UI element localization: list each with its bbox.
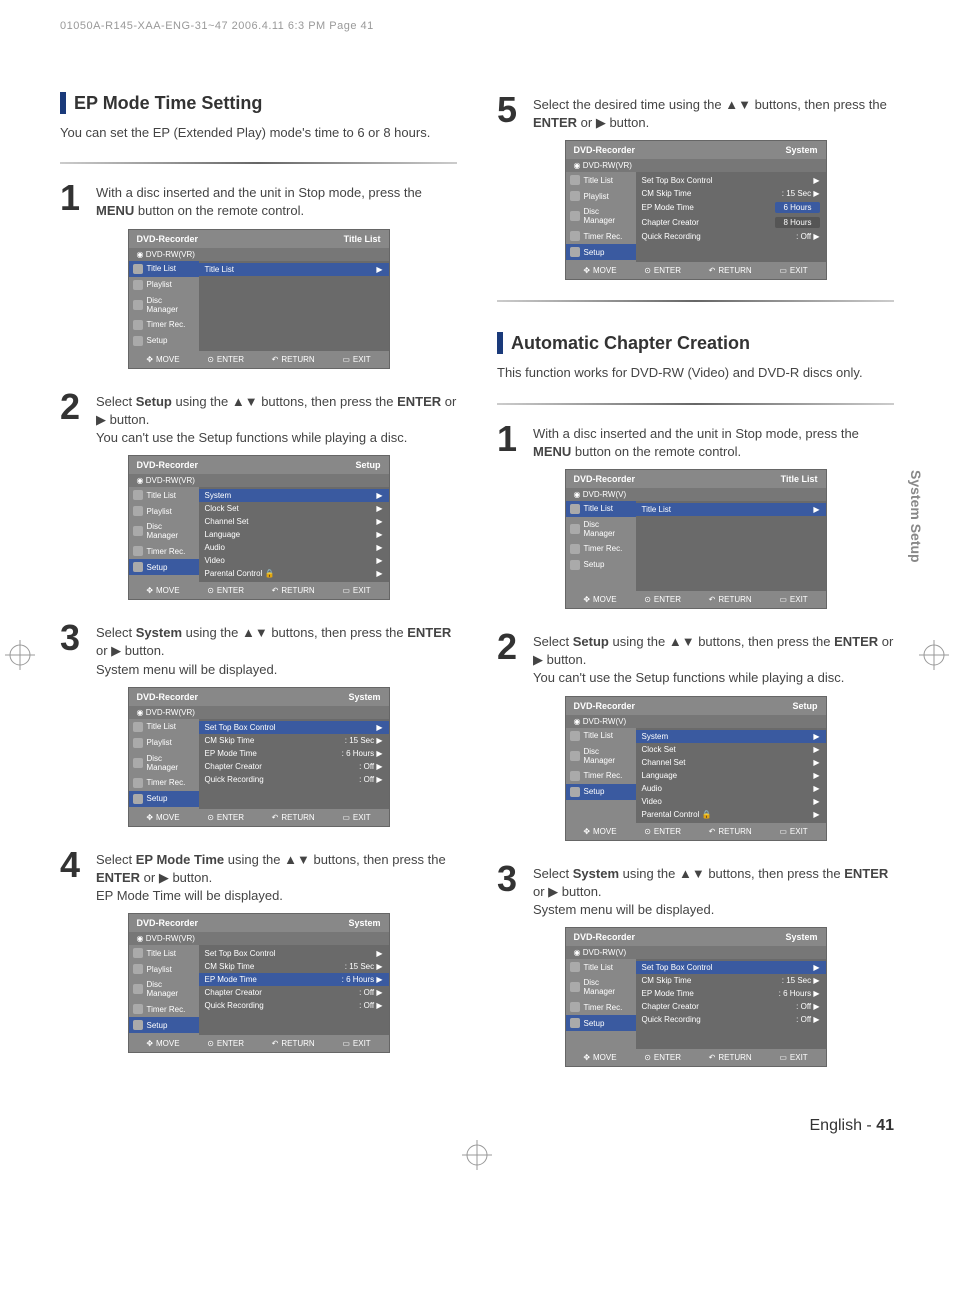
crop-mark-icon [919,640,949,670]
step-number: 3 [497,861,523,897]
step-text: With a disc inserted and the unit in Sto… [96,180,457,220]
step-text: Select the desired time using the ▲▼ but… [533,92,894,132]
step-number: 3 [60,620,86,656]
page-footer: English - 41 [60,1117,894,1135]
crop-mark-icon [5,640,35,670]
step-number: 5 [497,92,523,128]
section-intro: This function works for DVD-RW (Video) a… [497,364,894,382]
crop-mark-icon [462,1140,492,1170]
step-text: With a disc inserted and the unit in Sto… [533,421,894,461]
section-title: Automatic Chapter Creation [511,333,750,354]
osd-screenshot: DVD-RecorderSystem ◉ DVD-RW(VR) Title Li… [128,687,390,827]
osd-screenshot: DVD-RecorderSystem ◉ DVD-RW(VR) Title Li… [128,913,390,1053]
step-text: Select System using the ▲▼ buttons, then… [533,861,894,920]
step-number: 1 [497,421,523,457]
step-number: 1 [60,180,86,216]
step-text: Select System using the ▲▼ buttons, then… [96,620,457,679]
osd-screenshot: DVD-RecorderSetup ◉ DVD-RW(V) Title List… [565,696,827,841]
step-text: Select Setup using the ▲▼ buttons, then … [96,389,457,448]
osd-screenshot: DVD-RecorderSystem ◉ DVD-RW(V) Title Lis… [565,927,827,1067]
section-intro: You can set the EP (Extended Play) mode'… [60,124,457,142]
osd-screenshot: DVD-RecorderSystem ◉ DVD-RW(VR) Title Li… [565,140,827,280]
osd-screenshot: DVD-RecorderTitle List ◉ DVD-RW(V) Title… [565,469,827,609]
divider [60,162,457,164]
side-tab: System Setup [908,470,924,563]
step-number: 2 [497,629,523,665]
step-number: 2 [60,389,86,425]
divider [497,300,894,302]
step-number: 4 [60,847,86,883]
step-text: Select Setup using the ▲▼ buttons, then … [533,629,894,688]
title-bar [60,92,66,114]
title-bar [497,332,503,354]
step-text: Select EP Mode Time using the ▲▼ buttons… [96,847,457,906]
page-header: 01050A-R145-XAA-ENG-31~47 2006.4.11 6:3 … [60,20,894,32]
section-title: EP Mode Time Setting [74,93,262,114]
osd-screenshot: DVD-RecorderSetup ◉ DVD-RW(VR) Title Lis… [128,455,390,600]
osd-screenshot: DVD-RecorderTitle List ◉ DVD-RW(VR) Titl… [128,229,390,369]
divider [497,403,894,405]
